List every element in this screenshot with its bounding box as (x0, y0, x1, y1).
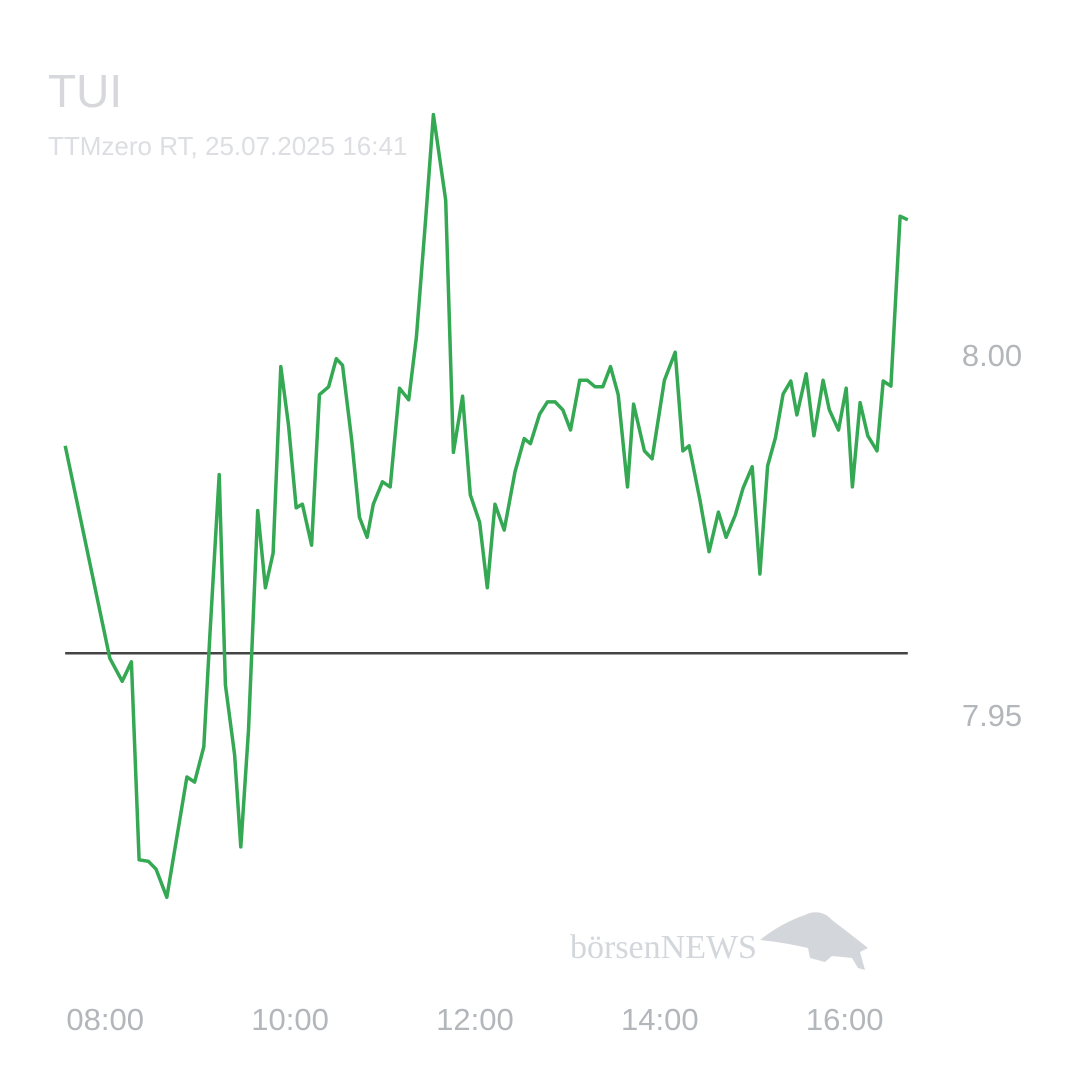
bull-icon (760, 912, 868, 970)
watermark: börsenNEWS (570, 929, 757, 966)
price-line (63, 112, 909, 900)
x-tick-label: 12:00 (436, 1002, 514, 1037)
x-tick-label: 16:00 (806, 1002, 884, 1037)
y-tick-label: 8.00 (962, 338, 1022, 373)
x-tick-label: 08:00 (66, 1002, 144, 1037)
y-tick-label: 7.95 (962, 698, 1022, 733)
chart-subtitle: TTMzero RT, 25.07.2025 16:41 (48, 131, 407, 161)
watermark-logo: börsenNEWS (570, 912, 868, 970)
chart-title: TUI (48, 65, 122, 117)
x-tick-label: 10:00 (251, 1002, 329, 1037)
x-tick-label: 14:00 (621, 1002, 699, 1037)
